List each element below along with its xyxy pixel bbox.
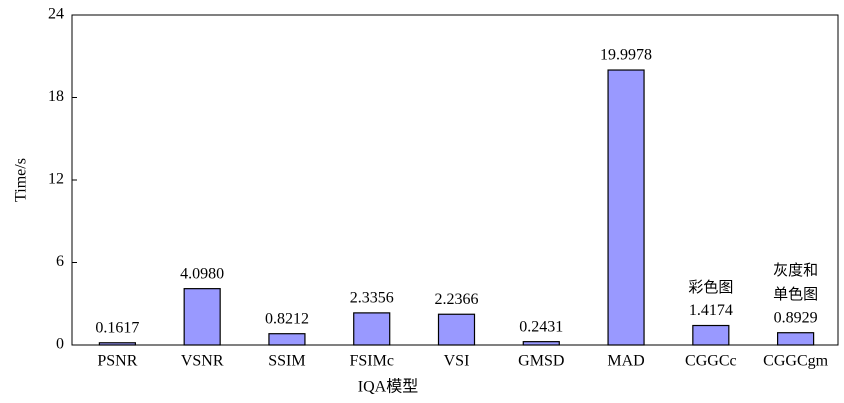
x-tick-label: CGGCc: [685, 353, 737, 370]
bar: [692, 324, 730, 346]
y-tick-label: 18: [48, 88, 64, 105]
bar: [98, 342, 136, 346]
value-label: 0.8929: [774, 309, 818, 326]
y-tick-label: 24: [48, 6, 64, 23]
bar: [268, 333, 306, 346]
x-tick-label: PSNR: [97, 353, 137, 370]
x-tick-label: SSIM: [268, 353, 305, 370]
x-tick-label: MAD: [607, 353, 644, 370]
value-label: 0.2431: [519, 318, 563, 335]
value-label: 1.4174: [689, 302, 733, 319]
y-tick-label: 6: [56, 253, 64, 270]
y-tick-label: 12: [48, 171, 64, 188]
value-label: 2.2366: [435, 291, 479, 308]
x-tick-label: VSI: [444, 353, 470, 370]
x-tick-label: GMSD: [518, 353, 564, 370]
bar: [183, 288, 221, 346]
y-axis-label: Time/s: [13, 158, 30, 202]
value-note: 灰度和: [773, 261, 818, 279]
value-note: 彩色图: [688, 278, 733, 296]
x-tick-label: FSIMc: [349, 353, 393, 370]
value-label: 0.8212: [265, 310, 309, 327]
y-tick-label: 0: [56, 336, 64, 353]
x-tick-label: VSNR: [181, 353, 224, 370]
bar: [522, 341, 560, 346]
value-label: 4.0980: [180, 265, 224, 282]
bar: [607, 69, 645, 346]
bar: [437, 313, 476, 346]
bar: [777, 332, 815, 346]
value-label: 2.3356: [350, 290, 394, 307]
value-note: 单色图: [773, 285, 818, 303]
value-label: 0.1617: [95, 319, 139, 336]
x-tick-label: CGGCgm: [763, 353, 828, 370]
x-axis-label: IQA模型: [358, 378, 418, 396]
value-label: 19.9978: [600, 47, 652, 64]
bar: [353, 312, 391, 346]
